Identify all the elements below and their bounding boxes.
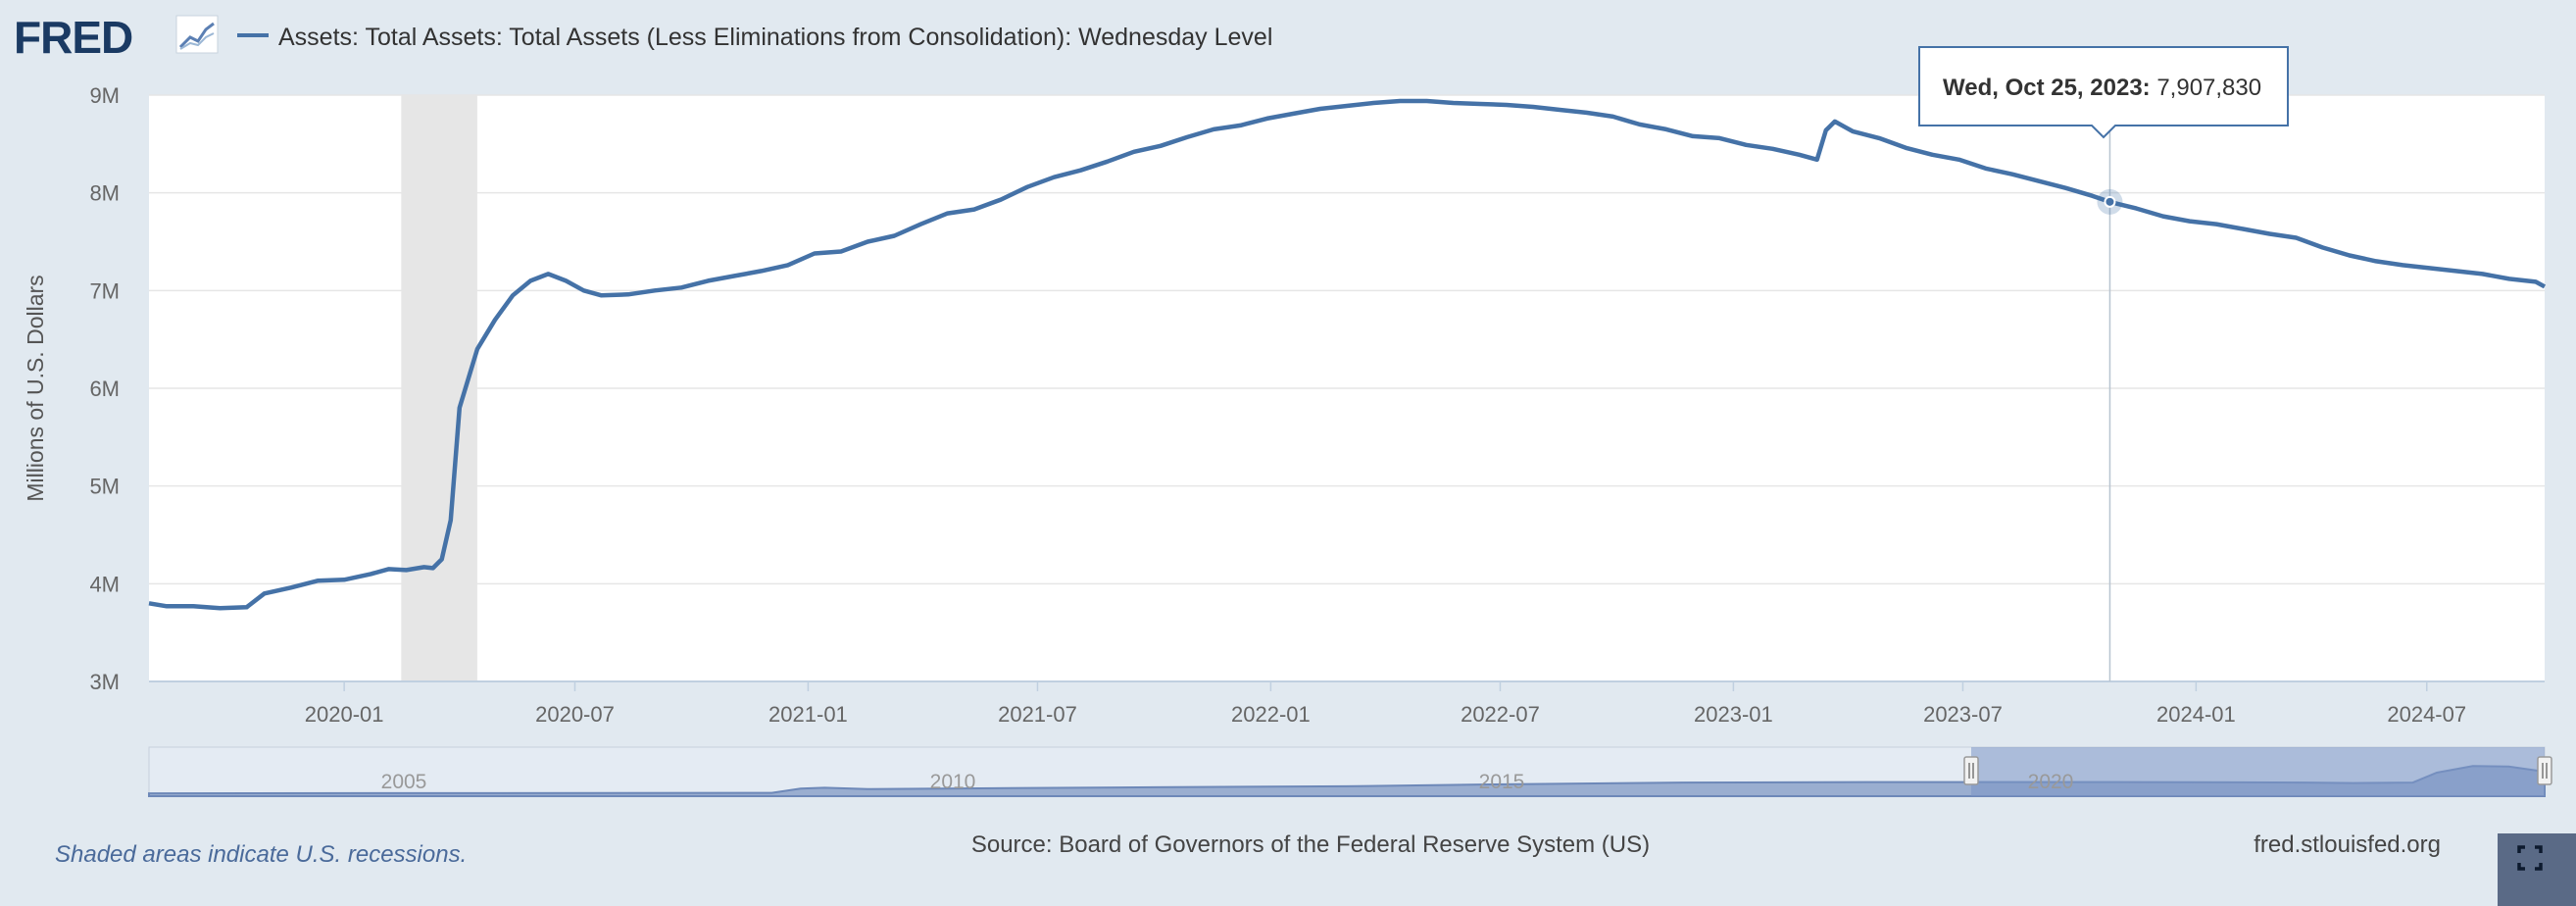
legend-series-label: Assets: Total Assets: Total Assets (Less…	[278, 24, 1272, 51]
navigator-year-label: 2010	[930, 771, 976, 793]
y-tick-label: 4M	[89, 572, 120, 596]
grid-layer	[149, 94, 2545, 585]
y-tick-label: 6M	[89, 377, 120, 401]
fred-logo-text: FRED	[14, 12, 132, 63]
x-tick-label: 2022-01	[1231, 702, 1311, 727]
x-tick-label: 2020-07	[535, 702, 615, 727]
y-axis-label: Millions of U.S. Dollars	[23, 275, 48, 501]
navigator-year-label: 2015	[1479, 771, 1525, 793]
fullscreen-button[interactable]	[2498, 833, 2576, 906]
y-tick-label: 8M	[89, 181, 120, 206]
tooltip-box	[1918, 46, 2289, 139]
x-axis-ticks: 2020-01 2020-07 2021-01 2021-07 2022-01 2022-…	[305, 681, 2466, 727]
tooltip-date: Wed, Oct 25, 2023:	[1943, 75, 2156, 101]
source-text: Source: Board of Governors of the Federa…	[971, 831, 1650, 858]
x-tick-label: 2024-07	[2387, 702, 2466, 727]
series-layer[interactable]	[148, 98, 2547, 611]
navigator-year-label: 2020	[2028, 771, 2074, 793]
hover-marker	[2104, 195, 2116, 208]
fullscreen-icon	[2517, 845, 2543, 871]
x-tick-label: 2022-07	[1461, 702, 1540, 727]
y-axis-ticks: 3M 4M 5M 6M 7M 8M 9M	[89, 83, 120, 694]
navigator-year-label: 2005	[381, 771, 427, 793]
tooltip-value: 7,907,830	[2156, 75, 2261, 101]
navigator-right-handle[interactable]	[2537, 756, 2552, 785]
x-tick-label: 2023-07	[1923, 702, 2003, 727]
x-tick-label: 2020-01	[305, 702, 384, 727]
legend[interactable]: Assets: Total Assets: Total Assets (Less…	[237, 24, 1272, 51]
fred-logo[interactable]: FRED	[14, 12, 219, 63]
x-tick-label: 2021-01	[768, 702, 848, 727]
x-tick-label: 2023-01	[1694, 702, 1773, 727]
hover-layer: Wed, Oct 25, 2023: 7,907,830	[1918, 46, 2289, 681]
navigator-selected-range[interactable]	[1971, 747, 2545, 796]
series-line[interactable]	[148, 98, 2547, 611]
y-tick-label: 5M	[89, 475, 120, 499]
site-link[interactable]: fred.stlouisfed.org	[2254, 831, 2441, 858]
x-tick-label: 2024-01	[2156, 702, 2236, 727]
x-tick-label: 2021-07	[998, 702, 1077, 727]
navigator-left-handle[interactable]	[1963, 756, 1979, 785]
y-tick-label: 3M	[89, 670, 120, 694]
tooltip-text: Wed, Oct 25, 2023: 7,907,830	[1943, 75, 2261, 101]
navigator[interactable]: 2005 2010 2015 2020	[148, 746, 2552, 797]
fred-logo-chart-icon	[175, 15, 219, 54]
navigator-year-labels: 2005 2010 2015 2020	[381, 771, 2074, 793]
y-tick-label: 9M	[89, 83, 120, 108]
y-tick-label: 7M	[89, 278, 120, 303]
recession-note: Shaded areas indicate U.S. recessions.	[55, 841, 467, 868]
